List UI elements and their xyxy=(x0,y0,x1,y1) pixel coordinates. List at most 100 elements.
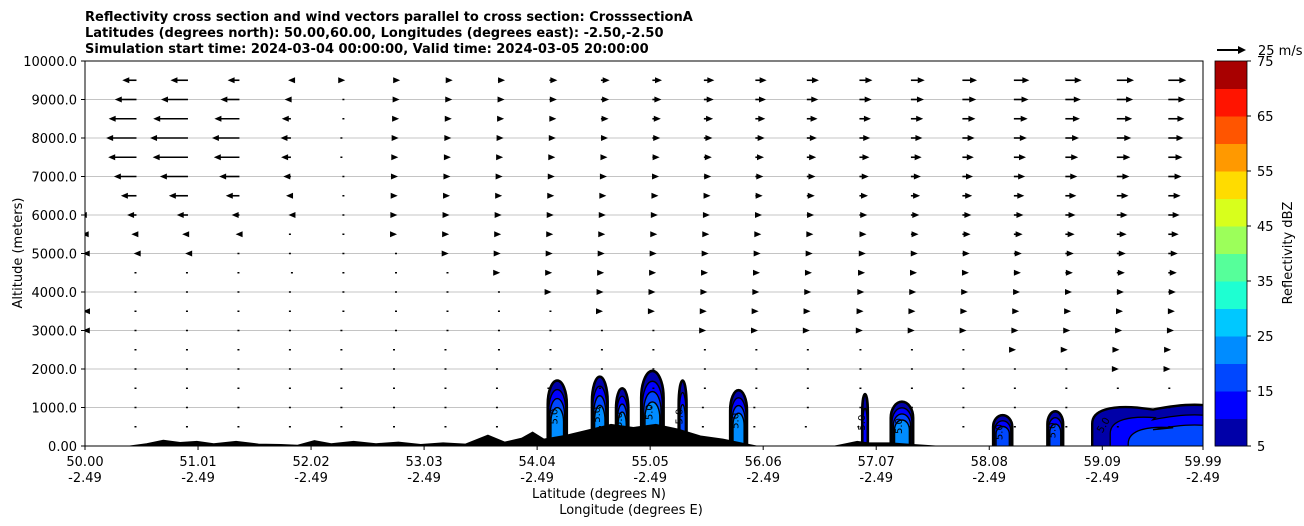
wind-vector-head xyxy=(913,192,921,199)
x-tick-label-lat-1: 51.01 xyxy=(179,455,216,470)
wind-vector-13-17 xyxy=(962,173,974,180)
y-tick-label-6: 6000.0 xyxy=(32,209,78,224)
cell-2-contour-0 xyxy=(614,386,630,446)
wind-vector-head xyxy=(168,192,176,199)
wind-vector-12-3 xyxy=(225,192,240,199)
wind-vector-17-19 xyxy=(1065,96,1081,103)
wind-vector-head xyxy=(911,231,919,238)
vector-key-label: 25 m/s xyxy=(1258,44,1303,59)
wind-vector-head xyxy=(494,212,502,218)
wind-vector-18-15 xyxy=(859,77,873,84)
wind-vector-head xyxy=(1060,346,1068,353)
wind-vector-head xyxy=(85,250,90,257)
wind-vector-head xyxy=(131,231,139,238)
wind-vector-head xyxy=(859,231,867,238)
wind-vector-head xyxy=(392,115,400,122)
wind-vector-8-16 xyxy=(910,269,918,276)
wind-vector-head xyxy=(113,173,121,180)
wind-vector-head xyxy=(1125,115,1133,122)
wind-vector-head xyxy=(150,135,158,141)
wind-vector-9-17 xyxy=(962,250,970,257)
wind-vector-head xyxy=(805,250,813,257)
wind-vector-head xyxy=(108,115,116,122)
wind-vector-10-8 xyxy=(494,231,502,238)
wind-vector-head xyxy=(213,154,221,161)
wind-vector-8-10 xyxy=(597,269,605,276)
wind-vector-head xyxy=(77,193,84,199)
wind-vector-head xyxy=(182,231,190,238)
x-tick-label-lat-9: 59.09 xyxy=(1084,455,1121,470)
x-tick-label-lat-4: 54.04 xyxy=(519,455,556,470)
wind-vector-head xyxy=(1065,269,1073,276)
wind-vector-6-16 xyxy=(908,308,916,315)
cell-0-contour-2 xyxy=(549,397,566,446)
wind-vector-head xyxy=(756,173,764,180)
wind-vector-10-6 xyxy=(390,231,398,238)
x-tick-label-lon-2: -2.49 xyxy=(294,471,328,486)
cell-0-contour-0 xyxy=(546,379,569,446)
wind-vector-head xyxy=(281,115,289,122)
wind-vector-13-4 xyxy=(283,173,291,180)
cell-8-contour-0 xyxy=(991,413,1014,446)
wind-vector-head xyxy=(655,77,663,84)
wind-vector-5-12 xyxy=(699,327,707,334)
wind-vector-16-11 xyxy=(652,115,661,122)
wind-vector-head xyxy=(72,116,79,122)
cell-8-contour-1 xyxy=(993,420,1012,446)
y-axis-ticks: 0.00 1000.0 2000.0 3000.0 4000.0 5000.0 6000.0… xyxy=(23,55,85,455)
wind-vector-head xyxy=(1115,327,1123,334)
vector-key-arrowhead xyxy=(1238,46,1246,54)
wind-vector-head xyxy=(159,173,167,180)
wind-vector-15-9 xyxy=(548,135,556,141)
wind-vector-head xyxy=(442,231,450,238)
colorbar-tick-label-5: 55 xyxy=(1257,165,1274,180)
cell-4-contour-1 xyxy=(678,391,687,446)
wind-vector-head xyxy=(445,96,453,103)
wind-vector-8-11 xyxy=(649,269,657,276)
wind-vector-10-17 xyxy=(962,231,971,238)
cell-4-contour-2 xyxy=(679,403,687,446)
wind-vector-head xyxy=(1009,346,1017,353)
wind-vector-14-16 xyxy=(910,154,922,161)
wind-vector-9-10 xyxy=(597,250,605,257)
wind-vector-17-8 xyxy=(497,96,505,103)
wind-vector-11-8 xyxy=(494,212,502,218)
wind-vector-14-14 xyxy=(806,154,817,161)
wind-vector-head xyxy=(806,231,814,238)
wind-vector-head xyxy=(1115,308,1123,315)
wind-vector-18-2 xyxy=(170,77,188,84)
wind-vector-17-10 xyxy=(600,96,610,103)
wind-vector-head xyxy=(601,115,609,122)
wind-vector-head xyxy=(1016,212,1024,218)
wind-vector-11-6 xyxy=(390,212,398,218)
wind-vector-head xyxy=(702,231,710,238)
wind-vector-head xyxy=(498,77,506,84)
wind-vector-4-21 xyxy=(1164,346,1172,353)
wind-vector-head xyxy=(699,308,707,315)
wind-vector-head xyxy=(1169,269,1177,276)
wind-vector-9-2 xyxy=(185,250,193,257)
wind-vector-head xyxy=(176,212,184,218)
wind-vector-18-11 xyxy=(652,77,663,84)
wind-vector-head xyxy=(1118,250,1126,257)
wind-vector-head xyxy=(1122,173,1130,180)
colorbar-label: Reflectivity dBZ xyxy=(1281,202,1296,305)
wind-vector-16-21 xyxy=(1168,115,1185,122)
wind-vector-head xyxy=(703,192,711,199)
wind-vector-5-18 xyxy=(1011,327,1019,334)
wind-vector-head xyxy=(546,212,554,218)
colorbar-tick-label-0: 5 xyxy=(1257,440,1265,455)
wind-vector-head xyxy=(390,173,398,180)
wind-vector-head xyxy=(288,77,296,84)
y-tick-label-10: 10000.0 xyxy=(23,55,77,70)
wind-vector-5-14 xyxy=(802,327,810,334)
wind-vector-16-12 xyxy=(703,115,714,122)
wind-vector-head xyxy=(596,289,604,295)
x-tick-label-lat-10: 59.99 xyxy=(1184,455,1221,470)
wind-vector-9-16 xyxy=(910,250,918,257)
cell-8-contour-label: 5.0 xyxy=(995,424,1006,440)
wind-vector-head xyxy=(914,154,922,161)
wind-vector-11-19 xyxy=(1065,212,1076,218)
wind-vector-head xyxy=(856,308,864,315)
wind-vector-head xyxy=(391,135,399,141)
